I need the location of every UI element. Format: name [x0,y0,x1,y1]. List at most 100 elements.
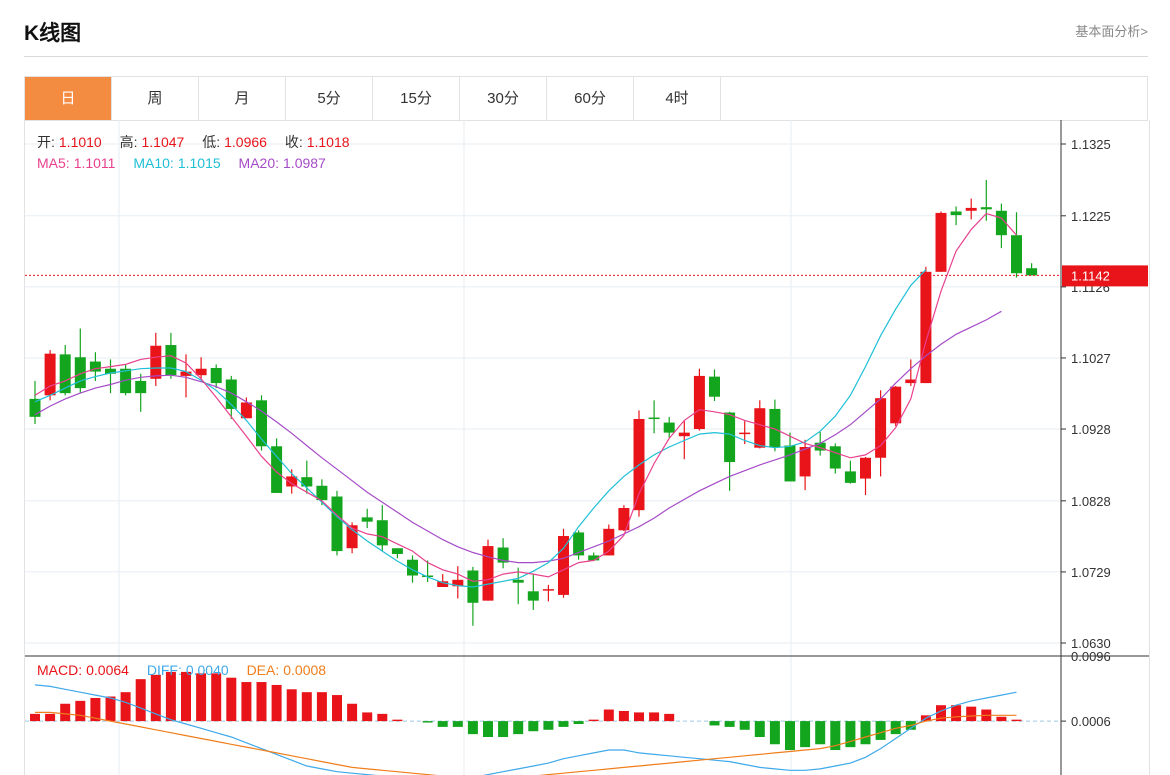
candle-body [44,353,56,396]
macd-bar [181,671,191,722]
macd-bar [769,721,780,745]
candle-body [120,368,132,394]
current-price-tag [1062,265,1148,287]
macd-bar [150,674,161,722]
candle-body [301,477,313,487]
macd-bar [558,721,569,727]
macd-bar [301,692,312,722]
macd-bar [45,713,56,722]
high-value: 1.1047 [141,134,185,150]
candle-body [361,517,373,522]
macd-bar [513,721,524,735]
macd-bar [256,682,267,722]
candle-body [709,376,720,397]
tab-week[interactable]: 周 [112,77,199,120]
candle-body [527,591,539,601]
open-label: 开: [37,134,55,150]
diff-label: DIFF: [146,662,182,678]
period-tabs: 日 周 月 5分 15分 30分 60分 4时 [24,76,1148,121]
macd-bar [347,703,358,722]
candle-body [648,417,660,420]
candle-body [240,402,252,419]
header: K线图 基本面分析> [24,0,1148,57]
candle-body [618,508,630,531]
tab-day[interactable]: 日 [25,77,112,120]
close-label: 收: [284,134,303,150]
macd-bar [573,721,584,724]
low-value: 1.0966 [224,134,267,150]
candle-body [784,445,796,482]
price-tick-label: 1.0828 [1071,494,1111,509]
price-tick-label: 1.0729 [1071,565,1111,580]
macd-bar [120,692,131,722]
candle-body [105,368,116,374]
macd-bar [830,721,841,751]
tab-60min[interactable]: 60分 [547,77,634,120]
candle-body [935,212,947,272]
candle-body [180,371,192,376]
macd-bar [845,721,856,748]
fundamental-analysis-link[interactable]: 基本面分析> [1075,24,1148,39]
macd-bar [483,721,493,738]
macd-bar [362,712,373,722]
candle-body [331,496,343,552]
candle-body [920,271,932,384]
macd-legend: MACD: 0.0064 DIFF: 0.0040 DEA: 0.0008 [37,662,330,678]
ma20-value: 1.0987 [283,155,326,171]
candle-body [905,379,917,384]
candle-body [829,446,841,469]
macd-bar [316,692,327,722]
candle-body [59,354,71,394]
macd-bar [60,703,71,722]
candle-body [89,361,101,372]
candle-body [376,520,388,546]
macd-bar [392,719,403,722]
ma10-line [34,269,927,588]
dea-value: 0.0008 [283,662,327,678]
ma20-label: MA20: [238,155,280,171]
price-tick-label: 1.1225 [1071,209,1111,224]
close-value: 1.1018 [306,134,350,150]
candle-body [799,446,811,477]
candle-body [769,408,781,447]
tab-5min[interactable]: 5分 [286,77,373,120]
price-tick-label: 1.1027 [1071,351,1111,366]
macd-tick-label: 0.0006 [1071,714,1111,729]
tab-month[interactable]: 月 [199,77,286,120]
macd-bar [890,721,901,735]
candle-body [739,432,751,435]
candle-body [150,345,162,379]
candle-body [693,375,705,430]
macd-bar [467,721,478,735]
macd-bar [603,709,614,722]
tab-4hour[interactable]: 4时 [634,77,721,120]
tab-30min[interactable]: 30分 [460,77,547,120]
candle-body [210,368,222,384]
candle-body [407,559,418,576]
candle-body [890,386,902,424]
tab-15min[interactable]: 15分 [373,77,460,120]
candle-body [135,380,147,394]
macd-bar [90,697,101,722]
candle-body [754,408,766,448]
candle-body [558,536,569,595]
candle-body [995,210,1007,236]
candle-body [497,547,509,563]
ma10-label: MA10: [133,155,174,171]
macd-bar [664,713,675,722]
page-title: K线图 [24,22,82,45]
candle-body [482,546,494,601]
candle-body [965,207,977,211]
macd-bar [739,721,750,730]
macd-bar [498,721,509,738]
ma-legend: MA5: 1.1011 MA10: 1.1015 MA20: 1.0987 [37,155,330,171]
kline-chart[interactable]: 1.1325 1.1225 1.1126 1.1027 1.0928 1.0828 1.07… [24,120,1150,775]
ohlc-legend: 开: 1.1010 高: 1.1047 低: 1.0966 收: 1.1018 [37,132,364,152]
macd-bar [528,721,539,732]
candle-body [980,207,992,210]
macd-bar [785,721,795,751]
candle-body [678,432,690,437]
macd-bar [105,696,116,722]
macd-bar [75,700,86,722]
candle-body [875,398,887,458]
